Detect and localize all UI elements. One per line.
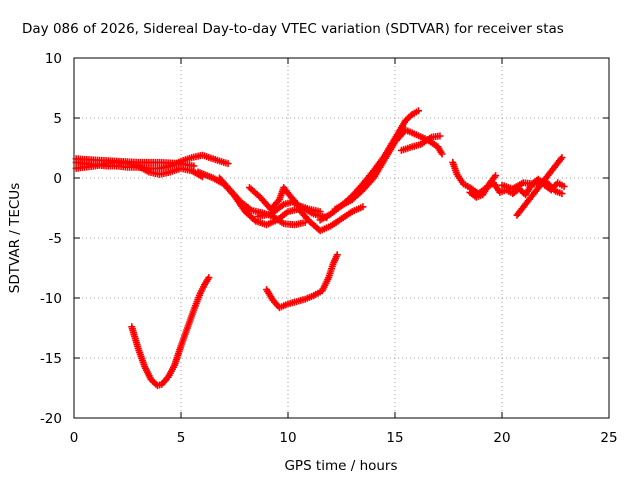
axis-ticks xyxy=(73,57,610,419)
x-tick-label: 25 xyxy=(600,430,617,446)
y-tick-label: -15 xyxy=(40,351,62,367)
x-tick-label: 5 xyxy=(177,430,186,446)
data-point xyxy=(224,160,232,168)
x-tick-label: 0 xyxy=(70,430,79,446)
data-point xyxy=(359,203,367,211)
data-point xyxy=(415,107,423,115)
series-arc-main-c xyxy=(72,155,198,170)
y-axis-label: SDTVAR / TECUs xyxy=(7,183,23,293)
data-point xyxy=(558,154,566,162)
y-tick-labels: -20 -15 -10 -5 0 5 10 xyxy=(40,51,62,427)
data-point xyxy=(492,172,500,180)
series-arc-mid-a xyxy=(194,168,367,235)
y-tick-label: -20 xyxy=(40,411,62,427)
x-tick-label: 20 xyxy=(493,430,510,446)
series-isolated xyxy=(513,154,566,219)
data-point xyxy=(436,132,444,140)
series-arc-mid-d xyxy=(254,198,331,222)
data-point xyxy=(438,150,446,158)
y-tick-label: 10 xyxy=(45,51,62,67)
grid-lines xyxy=(74,58,609,418)
series-arc-rise-a xyxy=(316,107,423,224)
x-tick-label: 15 xyxy=(386,430,403,446)
data-point xyxy=(560,182,568,190)
y-tick-label: -5 xyxy=(49,231,62,247)
data-point xyxy=(333,251,341,259)
data-points xyxy=(72,107,568,390)
data-point xyxy=(205,274,213,282)
data-point xyxy=(558,190,566,198)
y-tick-label: 5 xyxy=(53,111,62,127)
series-arc-recover xyxy=(263,251,341,312)
y-tick-label: 0 xyxy=(53,171,62,187)
series-arc-dip xyxy=(128,274,213,390)
x-tick-label: 10 xyxy=(279,430,296,446)
series-arc-rise-c xyxy=(397,132,444,154)
x-axis-label: GPS time / hours xyxy=(284,458,397,474)
series-arc-late xyxy=(449,158,568,199)
chart-title: Day 086 of 2026, Sidereal Day-to-day VTE… xyxy=(22,21,564,37)
data-point-fill xyxy=(250,216,258,224)
x-tick-labels: 0 5 10 15 20 25 xyxy=(70,430,618,446)
data-point xyxy=(301,218,309,226)
series-arc-late-c xyxy=(498,176,566,198)
y-tick-label: -10 xyxy=(40,291,62,307)
series-arc-late-b xyxy=(466,172,500,201)
data-point xyxy=(190,162,198,170)
